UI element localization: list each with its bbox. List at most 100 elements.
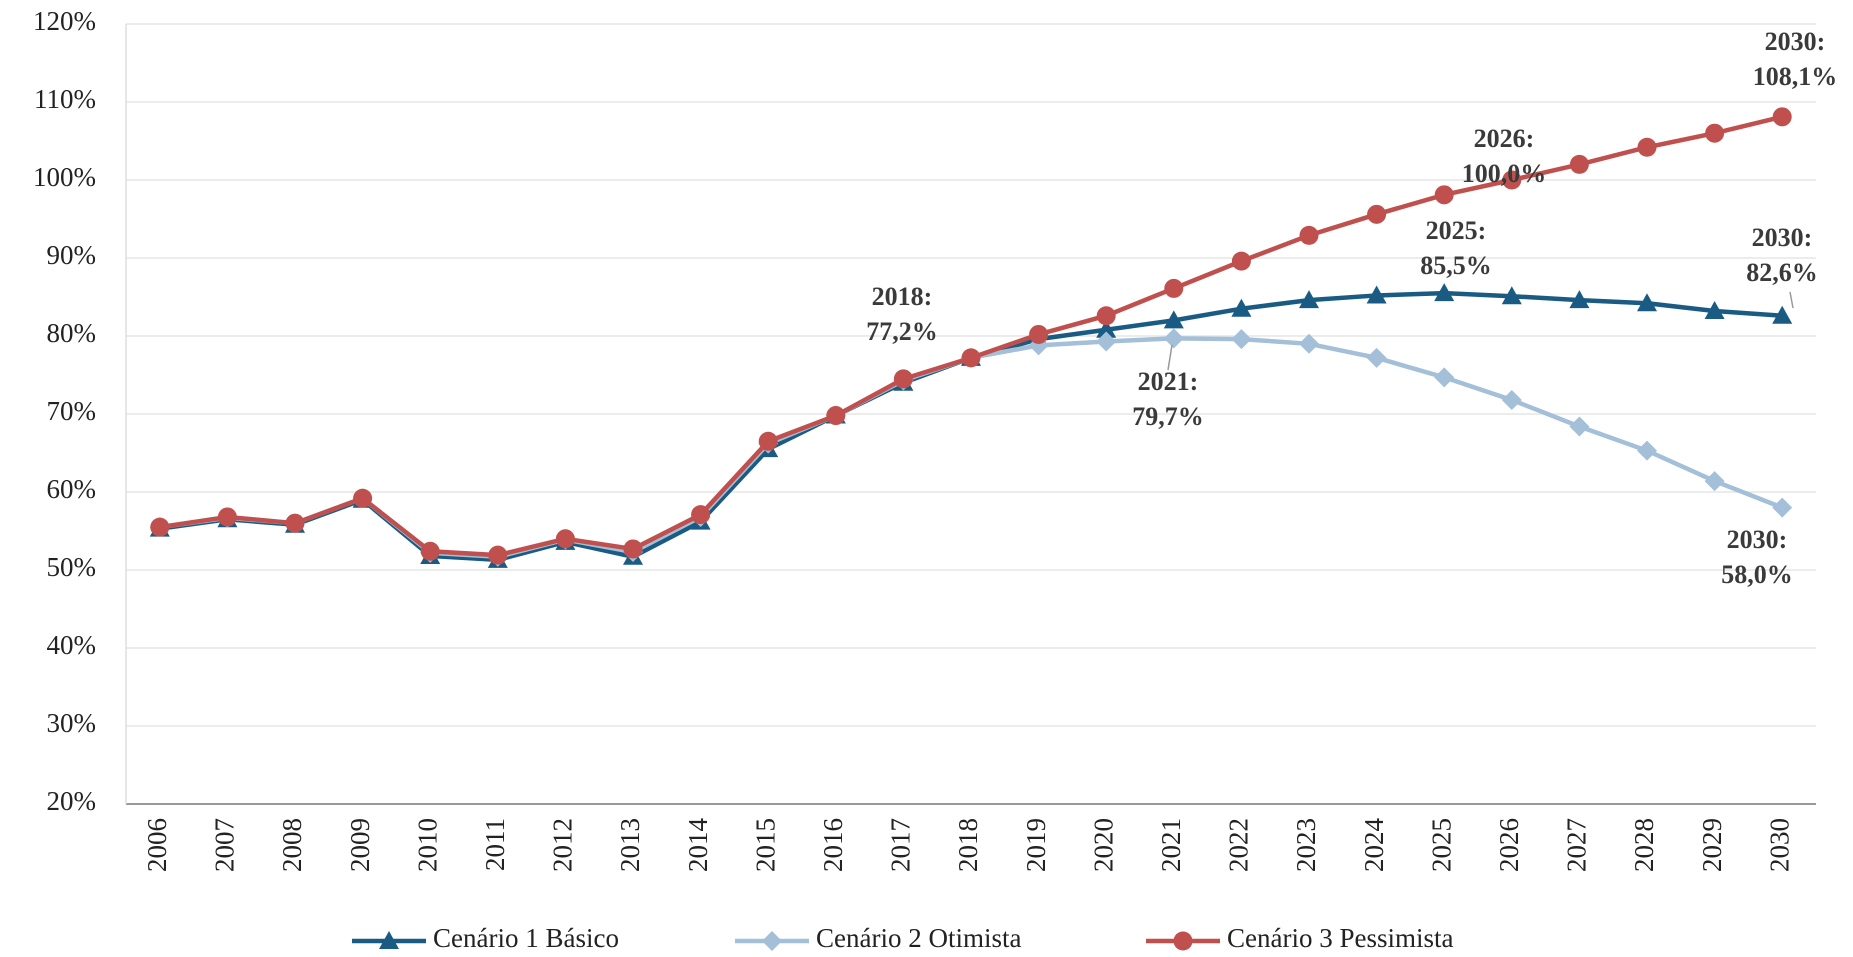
marker: [217, 507, 237, 527]
marker: [1173, 931, 1193, 951]
x-tick-label: 2030: [1764, 818, 1794, 872]
marker: [555, 529, 575, 549]
annotation: 2030:: [1752, 223, 1813, 252]
marker: [1299, 290, 1319, 309]
series-line: [159, 290, 1783, 563]
y-tick-label: 70%: [47, 396, 97, 426]
annotation: 2026:: [1474, 124, 1535, 153]
marker: [1096, 319, 1117, 338]
x-tick-label: 2019: [1021, 818, 1051, 872]
marker: [150, 517, 170, 537]
x-tick-label: 2010: [412, 818, 442, 872]
marker: [488, 545, 508, 565]
marker: [1299, 225, 1319, 245]
y-tick-label: 120%: [33, 6, 96, 36]
x-tick-label: 2011: [480, 818, 510, 871]
leader: [1789, 291, 1794, 309]
marker: [1231, 298, 1252, 317]
marker: [1637, 293, 1657, 312]
marker: [1637, 440, 1657, 461]
x-tick-label: 2024: [1359, 818, 1389, 873]
marker: [1029, 324, 1049, 344]
x-tick-label: 2008: [277, 818, 307, 872]
x-tick-label: 2007: [210, 818, 240, 872]
y-tick-label: 110%: [34, 84, 96, 114]
series: [150, 107, 1792, 565]
marker: [826, 406, 846, 426]
x-tick-label: 2012: [548, 818, 578, 872]
marker: [1501, 286, 1522, 305]
annotation: 108,1%: [1753, 62, 1838, 91]
x-tick-label: 2009: [345, 818, 375, 872]
x-tick-label: 2025: [1426, 818, 1456, 872]
annotation: 2021:: [1138, 367, 1199, 396]
x-tick-label: 2013: [615, 818, 645, 872]
marker: [1366, 347, 1387, 368]
legend-label: Cenário 1 Básico: [433, 923, 619, 953]
marker: [1096, 331, 1117, 352]
marker: [1501, 389, 1522, 410]
annotation: 2025:: [1426, 216, 1487, 245]
marker: [1704, 301, 1725, 320]
marker: [961, 348, 981, 368]
legend-label: Cenário 2 Otimista: [816, 923, 1021, 953]
x-tick-label: 2022: [1224, 818, 1254, 872]
marker: [353, 488, 373, 508]
legend-label: Cenário 3 Pessimista: [1227, 923, 1453, 953]
annotation: 2018:: [872, 282, 933, 311]
x-tick-label: 2006: [142, 818, 172, 872]
marker: [420, 541, 440, 561]
y-tick-label: 20%: [47, 786, 97, 816]
y-tick-label: 100%: [33, 162, 96, 192]
annotation: 79,7%: [1132, 402, 1204, 431]
marker: [1366, 285, 1387, 304]
annotation: 82,6%: [1746, 258, 1818, 287]
leader: [1167, 344, 1173, 371]
marker: [1231, 329, 1252, 350]
marker: [893, 369, 913, 389]
marker: [1163, 328, 1184, 349]
series-line: [159, 336, 1784, 560]
marker: [1164, 278, 1184, 298]
marker: [1502, 170, 1522, 190]
x-tick-label: 2020: [1088, 818, 1118, 872]
annotation: 58,0%: [1721, 560, 1793, 589]
y-tick-label: 40%: [47, 630, 97, 660]
x-tick-label: 2016: [818, 818, 848, 872]
annotation: 85,5%: [1420, 251, 1492, 280]
marker: [758, 431, 778, 451]
marker: [379, 931, 399, 949]
x-tick-label: 2023: [1291, 818, 1321, 872]
marker: [1569, 290, 1590, 309]
y-tick-label: 30%: [47, 708, 97, 738]
marker: [1772, 107, 1792, 127]
marker: [691, 505, 711, 525]
y-tick-label: 60%: [47, 474, 97, 504]
y-tick-label: 80%: [47, 318, 97, 348]
marker: [1299, 333, 1319, 354]
marker: [1704, 471, 1725, 492]
y-tick-label: 90%: [47, 240, 97, 270]
marker: [623, 539, 643, 559]
annotation: 100,0%: [1462, 159, 1547, 188]
x-tick-label: 2027: [1562, 818, 1592, 872]
marker: [1637, 137, 1657, 157]
x-tick-label: 2014: [683, 818, 713, 873]
marker: [1705, 123, 1725, 143]
marker: [1434, 367, 1455, 388]
x-tick-label: 2026: [1494, 818, 1524, 872]
marker: [1434, 185, 1454, 205]
x-tick-label: 2017: [886, 818, 916, 872]
marker: [1367, 204, 1387, 224]
marker: [1772, 497, 1793, 518]
x-tick-label: 2028: [1629, 818, 1659, 872]
marker: [1231, 251, 1251, 271]
marker: [1772, 305, 1793, 324]
annotation: 2030:: [1765, 27, 1826, 56]
x-tick-label: 2015: [750, 818, 780, 872]
marker: [1569, 416, 1590, 437]
marker: [1096, 306, 1116, 326]
annotation: 77,2%: [866, 317, 938, 346]
x-tick-label: 2021: [1156, 818, 1186, 872]
